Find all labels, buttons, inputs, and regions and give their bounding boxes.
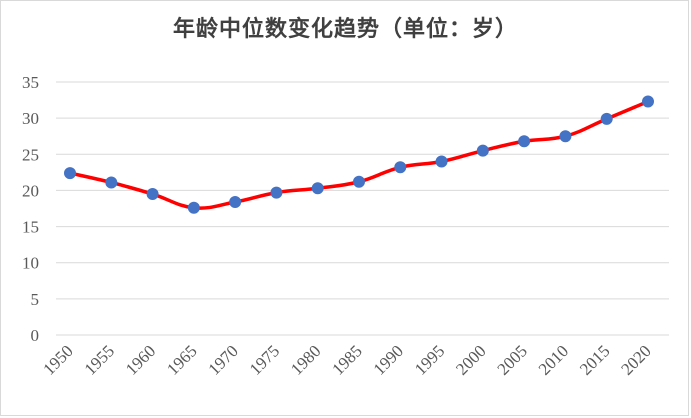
y-tick-label: 35 [22, 73, 39, 92]
x-tick-label: 1950 [39, 341, 76, 378]
x-tick-label: 1955 [81, 341, 118, 378]
x-tick-label: 1980 [287, 341, 324, 378]
y-tick-label: 5 [31, 290, 40, 309]
x-tick-label: 1985 [328, 341, 365, 378]
x-tick-label: 1965 [163, 341, 200, 378]
data-point-1995 [435, 155, 448, 168]
data-point-2015 [600, 112, 613, 125]
x-tick-label: 2010 [535, 341, 572, 378]
x-tick-label: 1975 [246, 341, 283, 378]
y-tick-label: 10 [22, 254, 39, 273]
data-point-1985 [353, 175, 365, 188]
y-tick-label: 0 [31, 326, 40, 345]
x-tick-label: 1960 [122, 341, 159, 378]
y-tick-label: 30 [22, 109, 39, 128]
data-point-2010 [559, 130, 572, 143]
y-tick-label: 15 [22, 218, 39, 237]
data-point-1975 [270, 186, 283, 199]
x-tick-label: 2015 [576, 341, 613, 378]
chart-title: 年龄中位数变化趋势（单位：岁） [172, 17, 518, 42]
data-point-1970 [229, 195, 242, 208]
y-tick-label: 25 [22, 145, 39, 164]
markers [64, 95, 654, 214]
y-tick-label: 20 [22, 181, 39, 200]
data-point-1990 [394, 161, 407, 174]
data-point-1980 [311, 182, 324, 195]
data-point-2000 [476, 144, 489, 157]
x-tick-label: 2005 [493, 341, 530, 378]
data-point-1960 [146, 188, 159, 201]
data-point-1950 [64, 167, 76, 180]
data-point-2020 [642, 95, 654, 108]
data-point-1965 [187, 201, 200, 214]
x-tick-label: 2000 [452, 341, 489, 378]
y-axis-ticks: 0 5 10 15 20 25 30 35 [22, 73, 39, 345]
data-point-1955 [105, 176, 118, 189]
x-tick-label: 1970 [204, 341, 241, 378]
data-point-2005 [518, 135, 531, 148]
x-axis-ticks: 1950 1955 1960 1965 1970 1975 1980 1985 1990 1995… [39, 341, 654, 378]
x-tick-label: 1990 [370, 341, 407, 378]
x-tick-label: 2020 [617, 341, 654, 378]
gridlines [56, 81, 669, 336]
x-tick-label: 1995 [411, 341, 448, 378]
